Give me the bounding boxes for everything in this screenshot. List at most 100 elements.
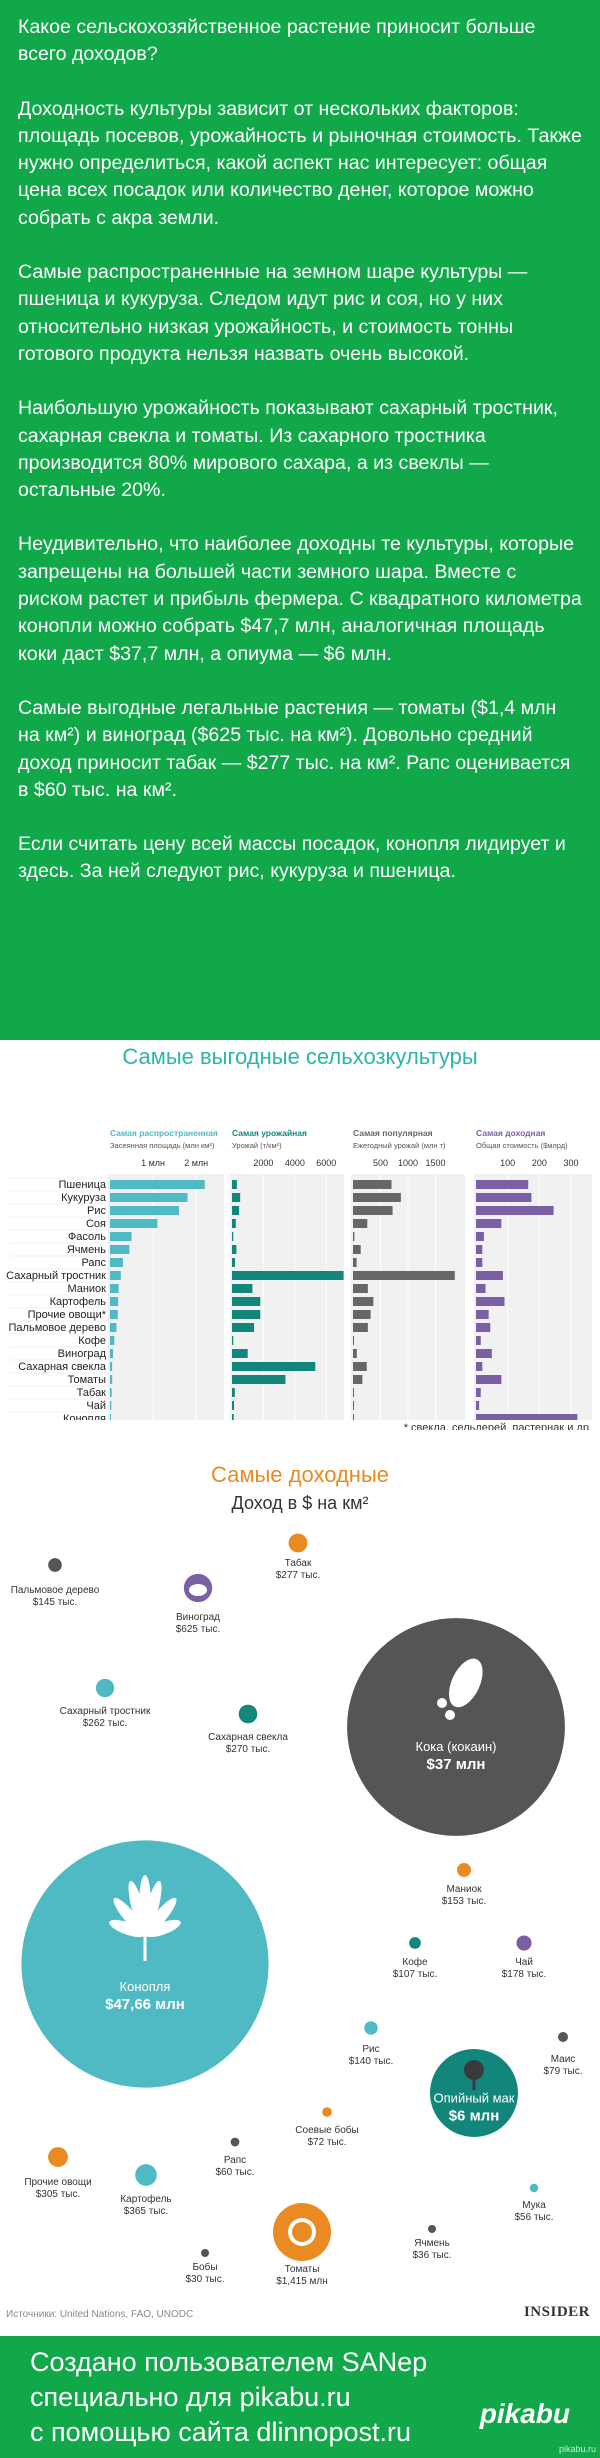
bar [110, 1388, 112, 1397]
bar [476, 1193, 532, 1202]
category-label: Рапс [81, 1257, 106, 1269]
bar [110, 1245, 130, 1254]
bar [353, 1388, 354, 1397]
bar [353, 1414, 354, 1420]
leaf-blade [144, 1897, 177, 1936]
crops-bar-chart: Самые выгодные сельхозкультуры Пшеница Ку… [0, 1040, 600, 1470]
category-label: Сахарный тростник [6, 1270, 106, 1282]
bar [476, 1297, 505, 1306]
tick-label: 200 [532, 1158, 547, 1168]
bar [353, 1193, 401, 1202]
bubble-value: $625 тыс. [176, 1624, 221, 1635]
bar [232, 1245, 237, 1254]
bubble [557, 2031, 569, 2043]
bubble [456, 1862, 472, 1878]
bubble-value: $305 тыс. [36, 2189, 81, 2200]
tick-label: 6000 [316, 1158, 336, 1168]
cannabis-leaf-icon [109, 1875, 181, 1961]
tick-label: 1 млн [141, 1158, 165, 1168]
bar [353, 1206, 393, 1215]
series-name: Самая урожайная [232, 1128, 307, 1138]
bar [110, 1323, 117, 1332]
bubble-value: $277 тыс. [276, 1570, 321, 1581]
bubble [409, 1937, 421, 1949]
bar [110, 1362, 113, 1371]
bubble-name: Рапс [224, 2155, 246, 2166]
bubble [48, 1558, 62, 1572]
grape-icon [189, 1584, 207, 1596]
category-label: Пшеница [59, 1179, 107, 1191]
bubble-value: $107 тыс. [393, 1969, 438, 1980]
category-label: Пальмовое дерево [9, 1322, 106, 1334]
category-label: Кофе [78, 1335, 106, 1347]
bubble-name: Маниок [446, 1884, 482, 1895]
bubble [230, 2137, 240, 2147]
category-label: Конопля [63, 1413, 106, 1420]
bar [110, 1180, 205, 1189]
leaf-blade [113, 1897, 146, 1936]
bar [110, 1414, 111, 1420]
bar [232, 1362, 316, 1371]
bubble [95, 1678, 115, 1698]
bar [353, 1362, 367, 1371]
bar [110, 1206, 179, 1215]
bar [110, 1336, 115, 1345]
bubble-name: Чай [515, 1957, 533, 1968]
insider-logo: INSIDER [523, 2304, 590, 2320]
intro-paragraph: Самые выгодные легальные растения — тома… [18, 696, 571, 801]
bubble-name: Картофель [120, 2193, 171, 2205]
berry [437, 1698, 447, 1708]
income-bubble-chart: Самые доходные Доход в $ на км² Пальмово… [0, 1430, 600, 2320]
bubble-name: Кока (кокаин) [416, 1739, 497, 1754]
footer-line: с помощью сайта dlinnopost.ru [30, 2417, 412, 2447]
bubble-name: Сахарный тростник [60, 1706, 151, 1717]
bar [476, 1323, 491, 1332]
bubble-name: Маис [551, 2054, 576, 2065]
bubble-name: Мука [522, 2200, 546, 2211]
bar [232, 1336, 234, 1345]
bar [232, 1284, 253, 1293]
intro-paragraph: Наибольшую урожайность показывают сахарн… [18, 397, 558, 502]
bubble-name: Бобы [192, 2261, 217, 2273]
bubble [347, 1618, 565, 1836]
bubble [21, 1840, 269, 2088]
bar [110, 1271, 121, 1280]
tomato-icon [288, 2218, 316, 2246]
bubble-name: Опийный мак [434, 2091, 515, 2106]
chart-subtitle: Доход в $ на км² [231, 1493, 369, 1513]
bar [232, 1232, 234, 1241]
bar [232, 1297, 261, 1306]
coca-leaf-icon [437, 1658, 483, 1720]
bar [232, 1206, 240, 1215]
leaf-blade [449, 1658, 483, 1708]
bubble-value: $262 тыс. [83, 1718, 128, 1729]
category-label: Сахарная свекла [18, 1361, 107, 1373]
bar [232, 1414, 234, 1420]
bar [232, 1375, 286, 1384]
series-axis-label: Ежегодный урожай (млн т) [353, 1141, 446, 1150]
bubble-value: $140 тыс. [349, 2056, 394, 2067]
poppy-pod [464, 2060, 484, 2080]
bar [353, 1401, 354, 1410]
bubble-value: $30 тыс. [185, 2274, 224, 2285]
bar [353, 1310, 371, 1319]
bar [232, 1193, 241, 1202]
bubble-value: $36 тыс. [412, 2250, 451, 2261]
bubble-name: Прочие овощи [24, 2177, 91, 2188]
bar [110, 1219, 158, 1228]
bar [476, 1414, 578, 1420]
bar [110, 1375, 113, 1384]
bubble [428, 2225, 436, 2233]
category-label: Табак [77, 1387, 107, 1399]
tick-label: 1500 [425, 1158, 445, 1168]
crops-bar-chart-svg: ПшеницаКукурузаРисСояФасольЯчменьРапсСах… [6, 1128, 592, 1420]
bar [476, 1219, 502, 1228]
bar [353, 1349, 357, 1358]
category-label: Томаты [68, 1374, 106, 1386]
tick-label: 1000 [398, 1158, 418, 1168]
bar [353, 1271, 455, 1280]
bar [353, 1232, 355, 1241]
bubble-value: $270 тыс. [226, 1744, 271, 1755]
bar [353, 1375, 363, 1384]
bar [353, 1180, 392, 1189]
